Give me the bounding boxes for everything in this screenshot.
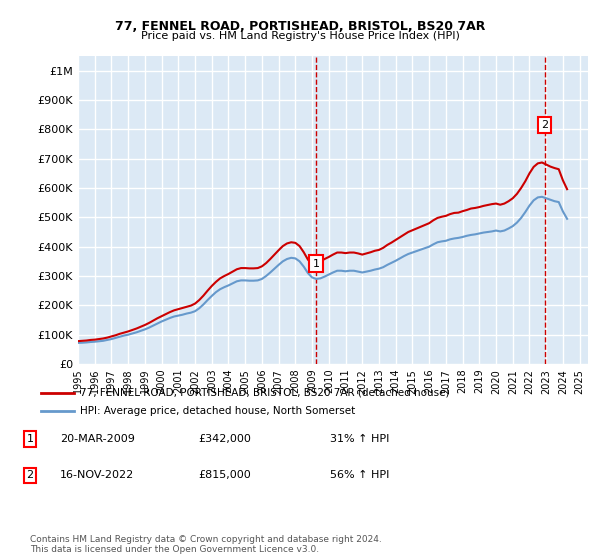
Text: Price paid vs. HM Land Registry's House Price Index (HPI): Price paid vs. HM Land Registry's House …: [140, 31, 460, 41]
Text: £342,000: £342,000: [198, 434, 251, 444]
Text: 31% ↑ HPI: 31% ↑ HPI: [330, 434, 389, 444]
Text: 2: 2: [541, 120, 548, 130]
Text: 77, FENNEL ROAD, PORTISHEAD, BRISTOL, BS20 7AR: 77, FENNEL ROAD, PORTISHEAD, BRISTOL, BS…: [115, 20, 485, 32]
Text: 16-NOV-2022: 16-NOV-2022: [60, 470, 134, 480]
Text: 56% ↑ HPI: 56% ↑ HPI: [330, 470, 389, 480]
Text: 20-MAR-2009: 20-MAR-2009: [60, 434, 135, 444]
Text: £815,000: £815,000: [198, 470, 251, 480]
Text: 77, FENNEL ROAD, PORTISHEAD, BRISTOL, BS20 7AR (detached house): 77, FENNEL ROAD, PORTISHEAD, BRISTOL, BS…: [80, 388, 449, 398]
Text: HPI: Average price, detached house, North Somerset: HPI: Average price, detached house, Nort…: [80, 406, 355, 416]
Text: 2: 2: [26, 470, 34, 480]
Text: 1: 1: [26, 434, 34, 444]
Text: Contains HM Land Registry data © Crown copyright and database right 2024.
This d: Contains HM Land Registry data © Crown c…: [30, 535, 382, 554]
Text: 1: 1: [313, 259, 320, 269]
